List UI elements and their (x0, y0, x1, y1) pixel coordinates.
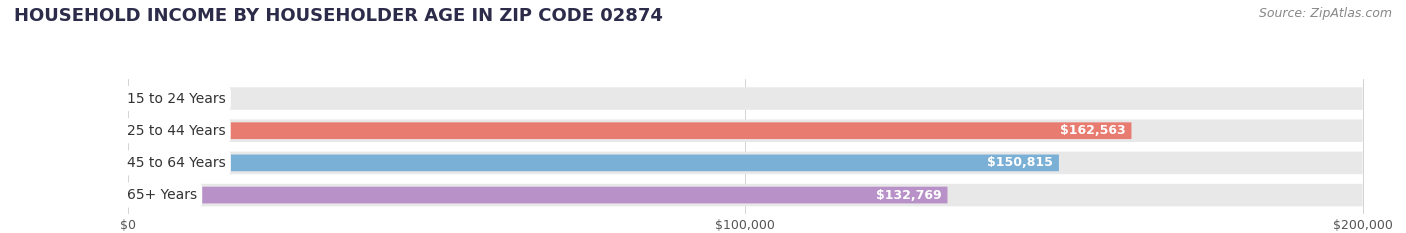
FancyBboxPatch shape (128, 120, 1362, 142)
Text: $150,815: $150,815 (987, 156, 1053, 169)
Text: 15 to 24 Years: 15 to 24 Years (127, 92, 225, 106)
Text: $0: $0 (138, 92, 153, 105)
FancyBboxPatch shape (128, 152, 1362, 174)
Text: 65+ Years: 65+ Years (127, 188, 197, 202)
Text: Source: ZipAtlas.com: Source: ZipAtlas.com (1258, 7, 1392, 20)
FancyBboxPatch shape (128, 122, 1132, 139)
Text: $132,769: $132,769 (876, 188, 942, 202)
FancyBboxPatch shape (128, 184, 1362, 206)
FancyBboxPatch shape (128, 87, 1362, 110)
FancyBboxPatch shape (128, 154, 1059, 171)
FancyBboxPatch shape (128, 187, 948, 203)
Text: 25 to 44 Years: 25 to 44 Years (127, 124, 225, 138)
Text: $162,563: $162,563 (1060, 124, 1125, 137)
Text: HOUSEHOLD INCOME BY HOUSEHOLDER AGE IN ZIP CODE 02874: HOUSEHOLD INCOME BY HOUSEHOLDER AGE IN Z… (14, 7, 664, 25)
Text: 45 to 64 Years: 45 to 64 Years (127, 156, 225, 170)
